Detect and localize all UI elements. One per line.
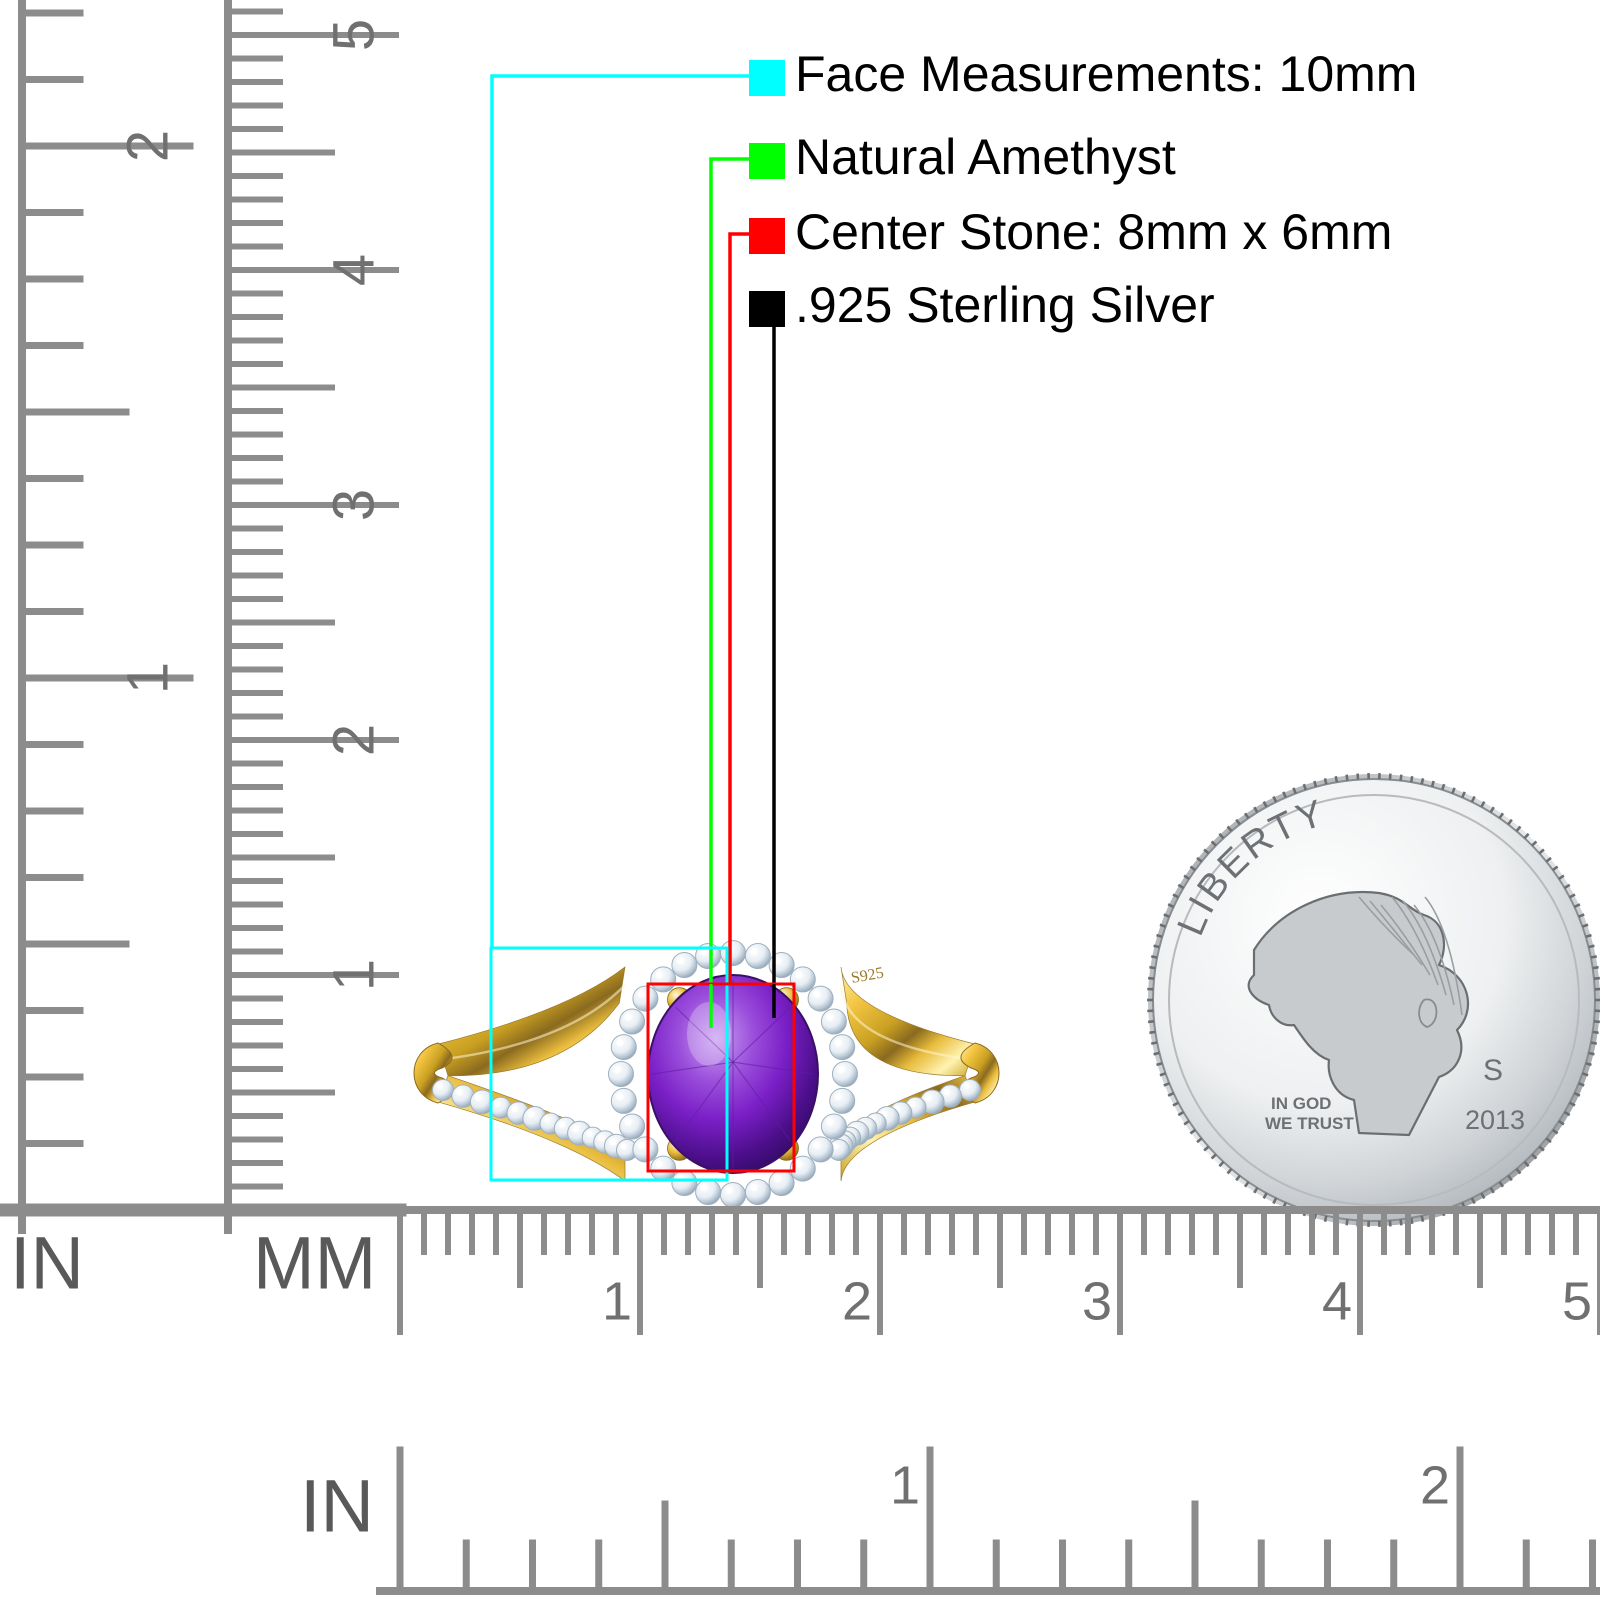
svg-text:.925 Sterling Silver: .925 Sterling Silver: [795, 277, 1215, 333]
svg-text:5: 5: [1562, 1271, 1592, 1331]
svg-text:Center Stone: 8mm x 6mm: Center Stone: 8mm x 6mm: [795, 204, 1392, 260]
svg-text:IN GOD: IN GOD: [1271, 1094, 1331, 1113]
svg-text:4: 4: [321, 254, 386, 286]
svg-text:Natural Amethyst: Natural Amethyst: [795, 129, 1176, 185]
svg-text:1: 1: [890, 1456, 920, 1516]
svg-text:5: 5: [321, 19, 386, 51]
svg-text:2: 2: [115, 130, 180, 162]
svg-text:MM: MM: [253, 1222, 376, 1305]
svg-text:IN: IN: [300, 1465, 374, 1548]
svg-text:2: 2: [321, 724, 386, 756]
svg-text:S: S: [1483, 1054, 1503, 1087]
svg-text:IN: IN: [10, 1222, 84, 1305]
svg-text:3: 3: [1082, 1271, 1112, 1331]
svg-text:1: 1: [602, 1271, 632, 1331]
svg-text:3: 3: [321, 489, 386, 521]
svg-text:1: 1: [321, 959, 386, 991]
svg-text:1: 1: [115, 662, 180, 694]
svg-text:4: 4: [1322, 1271, 1352, 1331]
svg-text:2: 2: [1420, 1456, 1450, 1516]
svg-text:S925: S925: [850, 964, 885, 986]
svg-text:2013: 2013: [1465, 1105, 1525, 1135]
svg-text:Face Measurements: 10mm: Face Measurements: 10mm: [795, 46, 1417, 102]
svg-text:2: 2: [842, 1271, 872, 1331]
svg-text:WE TRUST: WE TRUST: [1265, 1114, 1354, 1133]
